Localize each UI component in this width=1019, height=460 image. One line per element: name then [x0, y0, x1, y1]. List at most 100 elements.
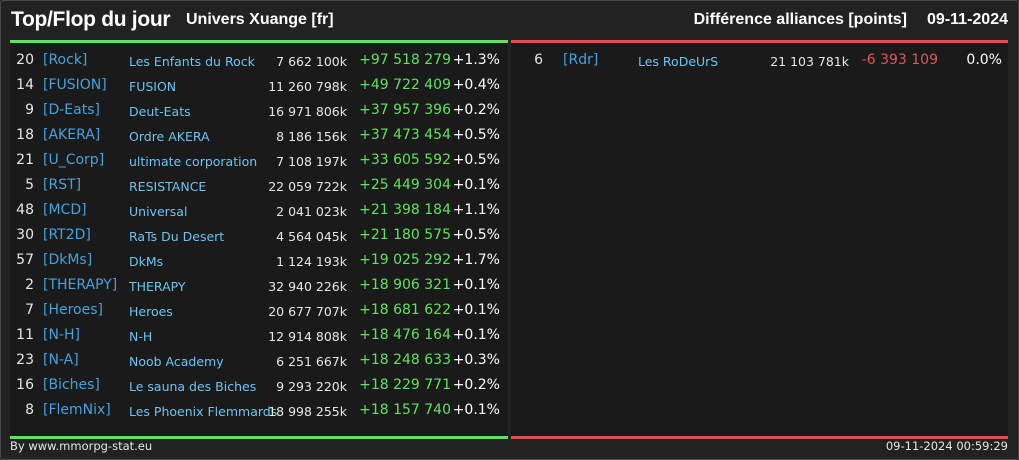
alliance-tag-link[interactable]: [N-A]	[43, 352, 79, 368]
alliance-delta: +18 476 164	[359, 327, 451, 343]
alliance-name-link[interactable]: Les RoDeUrS	[638, 54, 719, 69]
alliance-points: 16 971 806k	[268, 104, 347, 119]
alliance-percent: +1.3%	[452, 52, 500, 68]
alliance-rank: 30	[16, 227, 34, 243]
alliance-percent: +0.5%	[452, 227, 500, 243]
alliance-name-link[interactable]: FUSION	[129, 79, 177, 94]
alliance-name-link[interactable]: DkMs	[129, 254, 164, 269]
alliance-tag-link[interactable]: [AKERA]	[43, 127, 101, 143]
alliance-row: 9 [D-Eats] Deut-Eats 16 971 806k +37 957 396…	[10, 98, 508, 123]
alliance-row: 20 [Rock] Les Enfants du Rock 7 662 100k +97…	[10, 48, 508, 73]
alliance-percent: +0.2%	[452, 102, 500, 118]
alliance-delta: +18 681 622	[359, 302, 451, 318]
alliance-row: 48 [MCD] Universal 2 041 023k +21 398 184 +1.…	[10, 198, 508, 223]
alliance-points: 12 914 808k	[268, 329, 347, 344]
alliance-percent: +0.1%	[452, 327, 500, 343]
alliance-points: 18 998 255k	[268, 404, 347, 419]
alliance-tag-link[interactable]: [Biches]	[43, 377, 100, 393]
alliance-points: 8 186 156k	[276, 129, 347, 144]
alliance-points: 11 260 798k	[268, 79, 347, 94]
alliance-name-link[interactable]: Ordre AKERA	[129, 129, 210, 144]
alliance-name-link[interactable]: THERAPY	[129, 279, 186, 294]
alliance-percent: +1.1%	[452, 202, 500, 218]
alliance-row: 8 [FlemNix] Les Phoenix Flemmards 18 998 25…	[10, 398, 508, 423]
alliance-delta: +97 518 279	[359, 52, 451, 68]
alliance-points: 7 662 100k	[276, 54, 347, 69]
alliance-row: 23 [N-A] Noob Academy 6 251 667k +18 248 633…	[10, 348, 508, 373]
alliance-rank: 16	[16, 377, 34, 393]
alliance-rank: 14	[16, 77, 34, 93]
alliance-name-link[interactable]: Heroes	[129, 304, 173, 319]
alliance-name-link[interactable]: RESISTANCE	[129, 179, 207, 194]
page-title: Top/Flop du jour	[11, 8, 171, 31]
alliance-row: 57 [DkMs] DkMs 1 124 193k +19 025 292 +1.7%	[10, 248, 508, 273]
alliance-tag-link[interactable]: [RST]	[43, 177, 82, 193]
alliance-points: 21 103 781k	[770, 54, 849, 69]
alliance-rank: 48	[16, 202, 34, 218]
source-credit[interactable]: By www.mmorpg-stat.eu	[10, 439, 153, 453]
alliance-row: 7 [Heroes] Heroes 20 677 707k +18 681 622 +0.…	[10, 298, 508, 323]
alliance-rank: 20	[16, 52, 34, 68]
alliance-percent: +0.5%	[452, 127, 500, 143]
alliance-rank: 57	[16, 252, 34, 268]
alliance-tag-link[interactable]: [THERAPY]	[43, 277, 118, 293]
alliance-rank: 11	[16, 327, 34, 343]
alliance-delta: +37 473 454	[359, 127, 451, 143]
alliance-tag-link[interactable]: [N-H]	[43, 327, 80, 343]
alliance-tag-link[interactable]: [DkMs]	[43, 252, 93, 268]
alliance-rank: 5	[25, 177, 34, 193]
alliance-points: 22 059 722k	[268, 179, 347, 194]
alliance-delta: +18 906 321	[359, 277, 451, 293]
alliance-points: 4 564 045k	[276, 229, 347, 244]
alliance-tag-link[interactable]: [FUSION]	[43, 77, 107, 93]
alliance-percent: +0.4%	[452, 77, 500, 93]
alliance-row: 16 [Biches] Le sauna des Biches 9 293 220k +…	[10, 373, 508, 398]
alliance-rank: 18	[16, 127, 34, 143]
alliance-name-link[interactable]: Les Phoenix Flemmards	[129, 404, 278, 419]
alliance-delta: -6 393 109	[861, 52, 938, 68]
alliance-percent: +0.1%	[452, 277, 500, 293]
alliance-name-link[interactable]: ultimate corporation	[129, 154, 258, 169]
alliance-percent: 0.0%	[966, 52, 1002, 68]
alliance-name-link[interactable]: N-H	[129, 329, 153, 344]
alliance-rank: 2	[25, 277, 34, 293]
alliance-delta: +37 957 396	[359, 102, 451, 118]
alliance-tag-link[interactable]: [D-Eats]	[43, 102, 100, 118]
alliance-delta: +33 605 592	[359, 152, 451, 168]
header-date: 09-11-2024	[927, 11, 1008, 28]
alliance-tag-link[interactable]: [Heroes]	[43, 302, 103, 318]
alliance-name-link[interactable]: RaTs Du Desert	[129, 229, 225, 244]
alliance-rank: 8	[25, 402, 34, 418]
alliance-tag-link[interactable]: [U_Corp]	[43, 152, 105, 168]
alliance-name-link[interactable]: Les Enfants du Rock	[129, 54, 255, 69]
alliance-tag-link[interactable]: [Rdr]	[563, 52, 599, 68]
alliance-name-link[interactable]: Universal	[129, 204, 188, 219]
difference-label: Différence alliances [points]	[693, 11, 907, 28]
top-losers-panel: 6 [Rdr] Les RoDeUrS 21 103 781k -6 393 109 0.…	[511, 40, 1008, 439]
alliance-name-link[interactable]: Deut-Eats	[129, 104, 191, 119]
top-gainers-panel: 20 [Rock] Les Enfants du Rock 7 662 100k +97…	[10, 40, 508, 439]
alliance-tag-link[interactable]: [FlemNix]	[43, 402, 111, 418]
alliance-tag-link[interactable]: [RT2D]	[43, 227, 91, 243]
alliance-name-link[interactable]: Noob Academy	[129, 354, 224, 369]
alliance-tag-link[interactable]: [MCD]	[43, 202, 87, 218]
alliance-points: 20 677 707k	[268, 304, 347, 319]
footer-timestamp: 09-11-2024 00:59:29	[885, 439, 1008, 453]
alliance-points: 7 108 197k	[276, 154, 347, 169]
alliance-delta: +25 449 304	[359, 177, 451, 193]
universe-label: Univers Xuange [fr]	[186, 11, 334, 28]
alliance-delta: +18 229 771	[359, 377, 451, 393]
alliance-row: 11 [N-H] N-H 12 914 808k +18 476 164 +0.1%	[10, 323, 508, 348]
alliance-delta: +18 248 633	[359, 352, 451, 368]
alliance-row: 2 [THERAPY] THERAPY 32 940 226k +18 906 321 +…	[10, 273, 508, 298]
alliance-delta: +49 722 409	[359, 77, 451, 93]
alliance-rank: 6	[534, 52, 543, 68]
alliance-tag-link[interactable]: [Rock]	[43, 52, 88, 68]
alliance-delta: +21 398 184	[359, 202, 451, 218]
alliance-name-link[interactable]: Le sauna des Biches	[129, 379, 257, 394]
alliance-percent: +0.1%	[452, 402, 500, 418]
alliance-row: 21 [U_Corp] ultimate corporation 7 108 197k…	[10, 148, 508, 173]
alliance-rank: 7	[25, 302, 34, 318]
alliance-row: 5 [RST] RESISTANCE 22 059 722k +25 449 304 +0…	[10, 173, 508, 198]
alliance-row: 18 [AKERA] Ordre AKERA 8 186 156k +37 473 45…	[10, 123, 508, 148]
